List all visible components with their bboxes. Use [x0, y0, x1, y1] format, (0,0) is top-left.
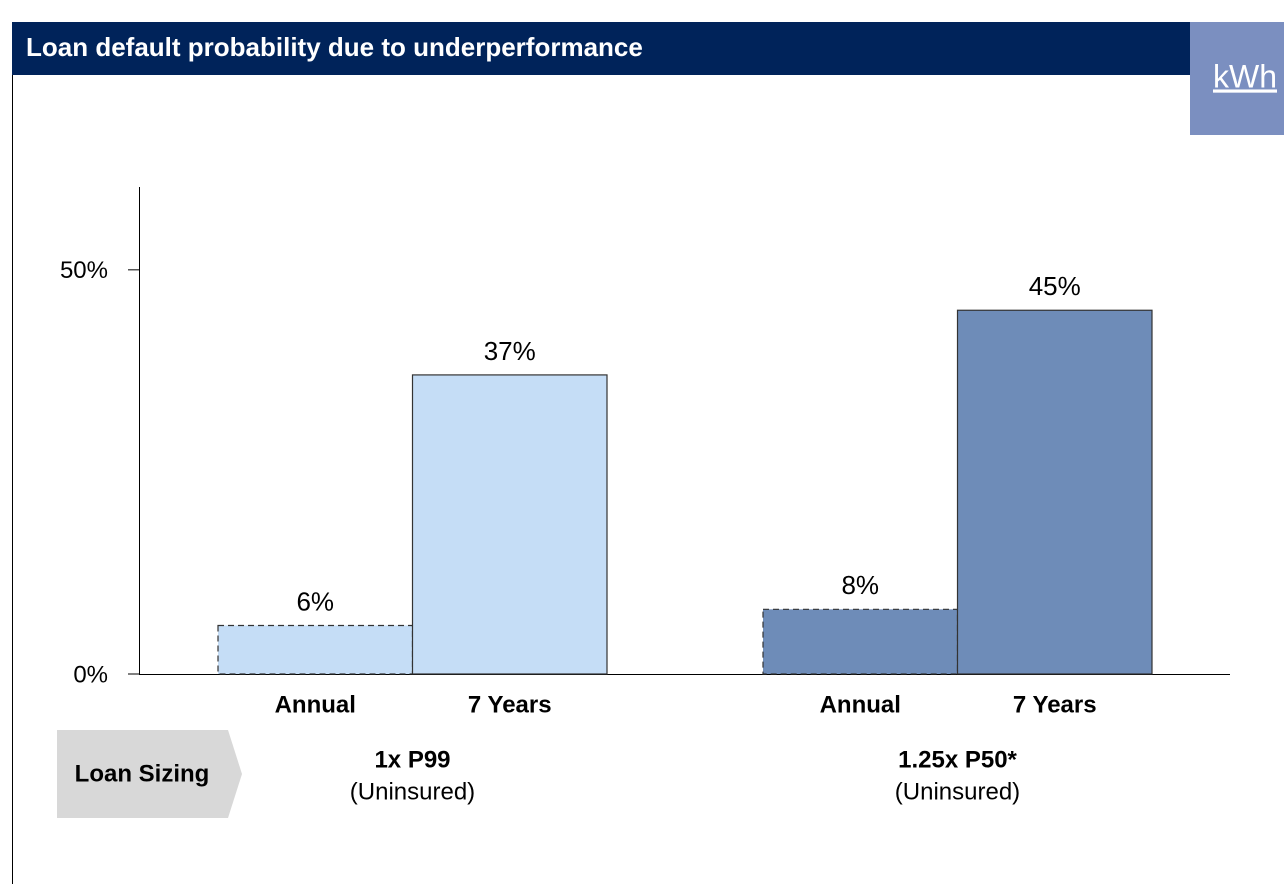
bar [411, 374, 608, 675]
x-tick-label: 7 Years [468, 691, 552, 718]
bar [956, 309, 1153, 675]
group-label: 1x P99 [374, 746, 450, 773]
group-label: 1.25x P50* [898, 746, 1017, 773]
y-tick-label: 50% [60, 257, 108, 284]
badge-box [1190, 22, 1284, 135]
x-tick-label: Annual [275, 691, 356, 718]
value-label: 6% [296, 586, 334, 616]
row-label: Loan Sizing [75, 760, 210, 787]
bar [762, 608, 959, 675]
group-sublabel: (Uninsured) [350, 778, 475, 805]
row-label-chevron [57, 730, 242, 818]
group-sublabel: (Uninsured) [895, 778, 1020, 805]
bar [217, 624, 414, 675]
value-label: 8% [841, 570, 879, 600]
x-tick-label: 7 Years [1013, 691, 1097, 718]
x-tick-label: Annual [820, 691, 901, 718]
chart-title: Loan default probability due to underper… [26, 32, 643, 62]
value-label: 37% [484, 336, 536, 366]
badge: kWh [1213, 58, 1277, 94]
value-label: 45% [1029, 271, 1081, 301]
y-tick-label: 0% [73, 661, 108, 688]
header-bar [12, 22, 1284, 75]
